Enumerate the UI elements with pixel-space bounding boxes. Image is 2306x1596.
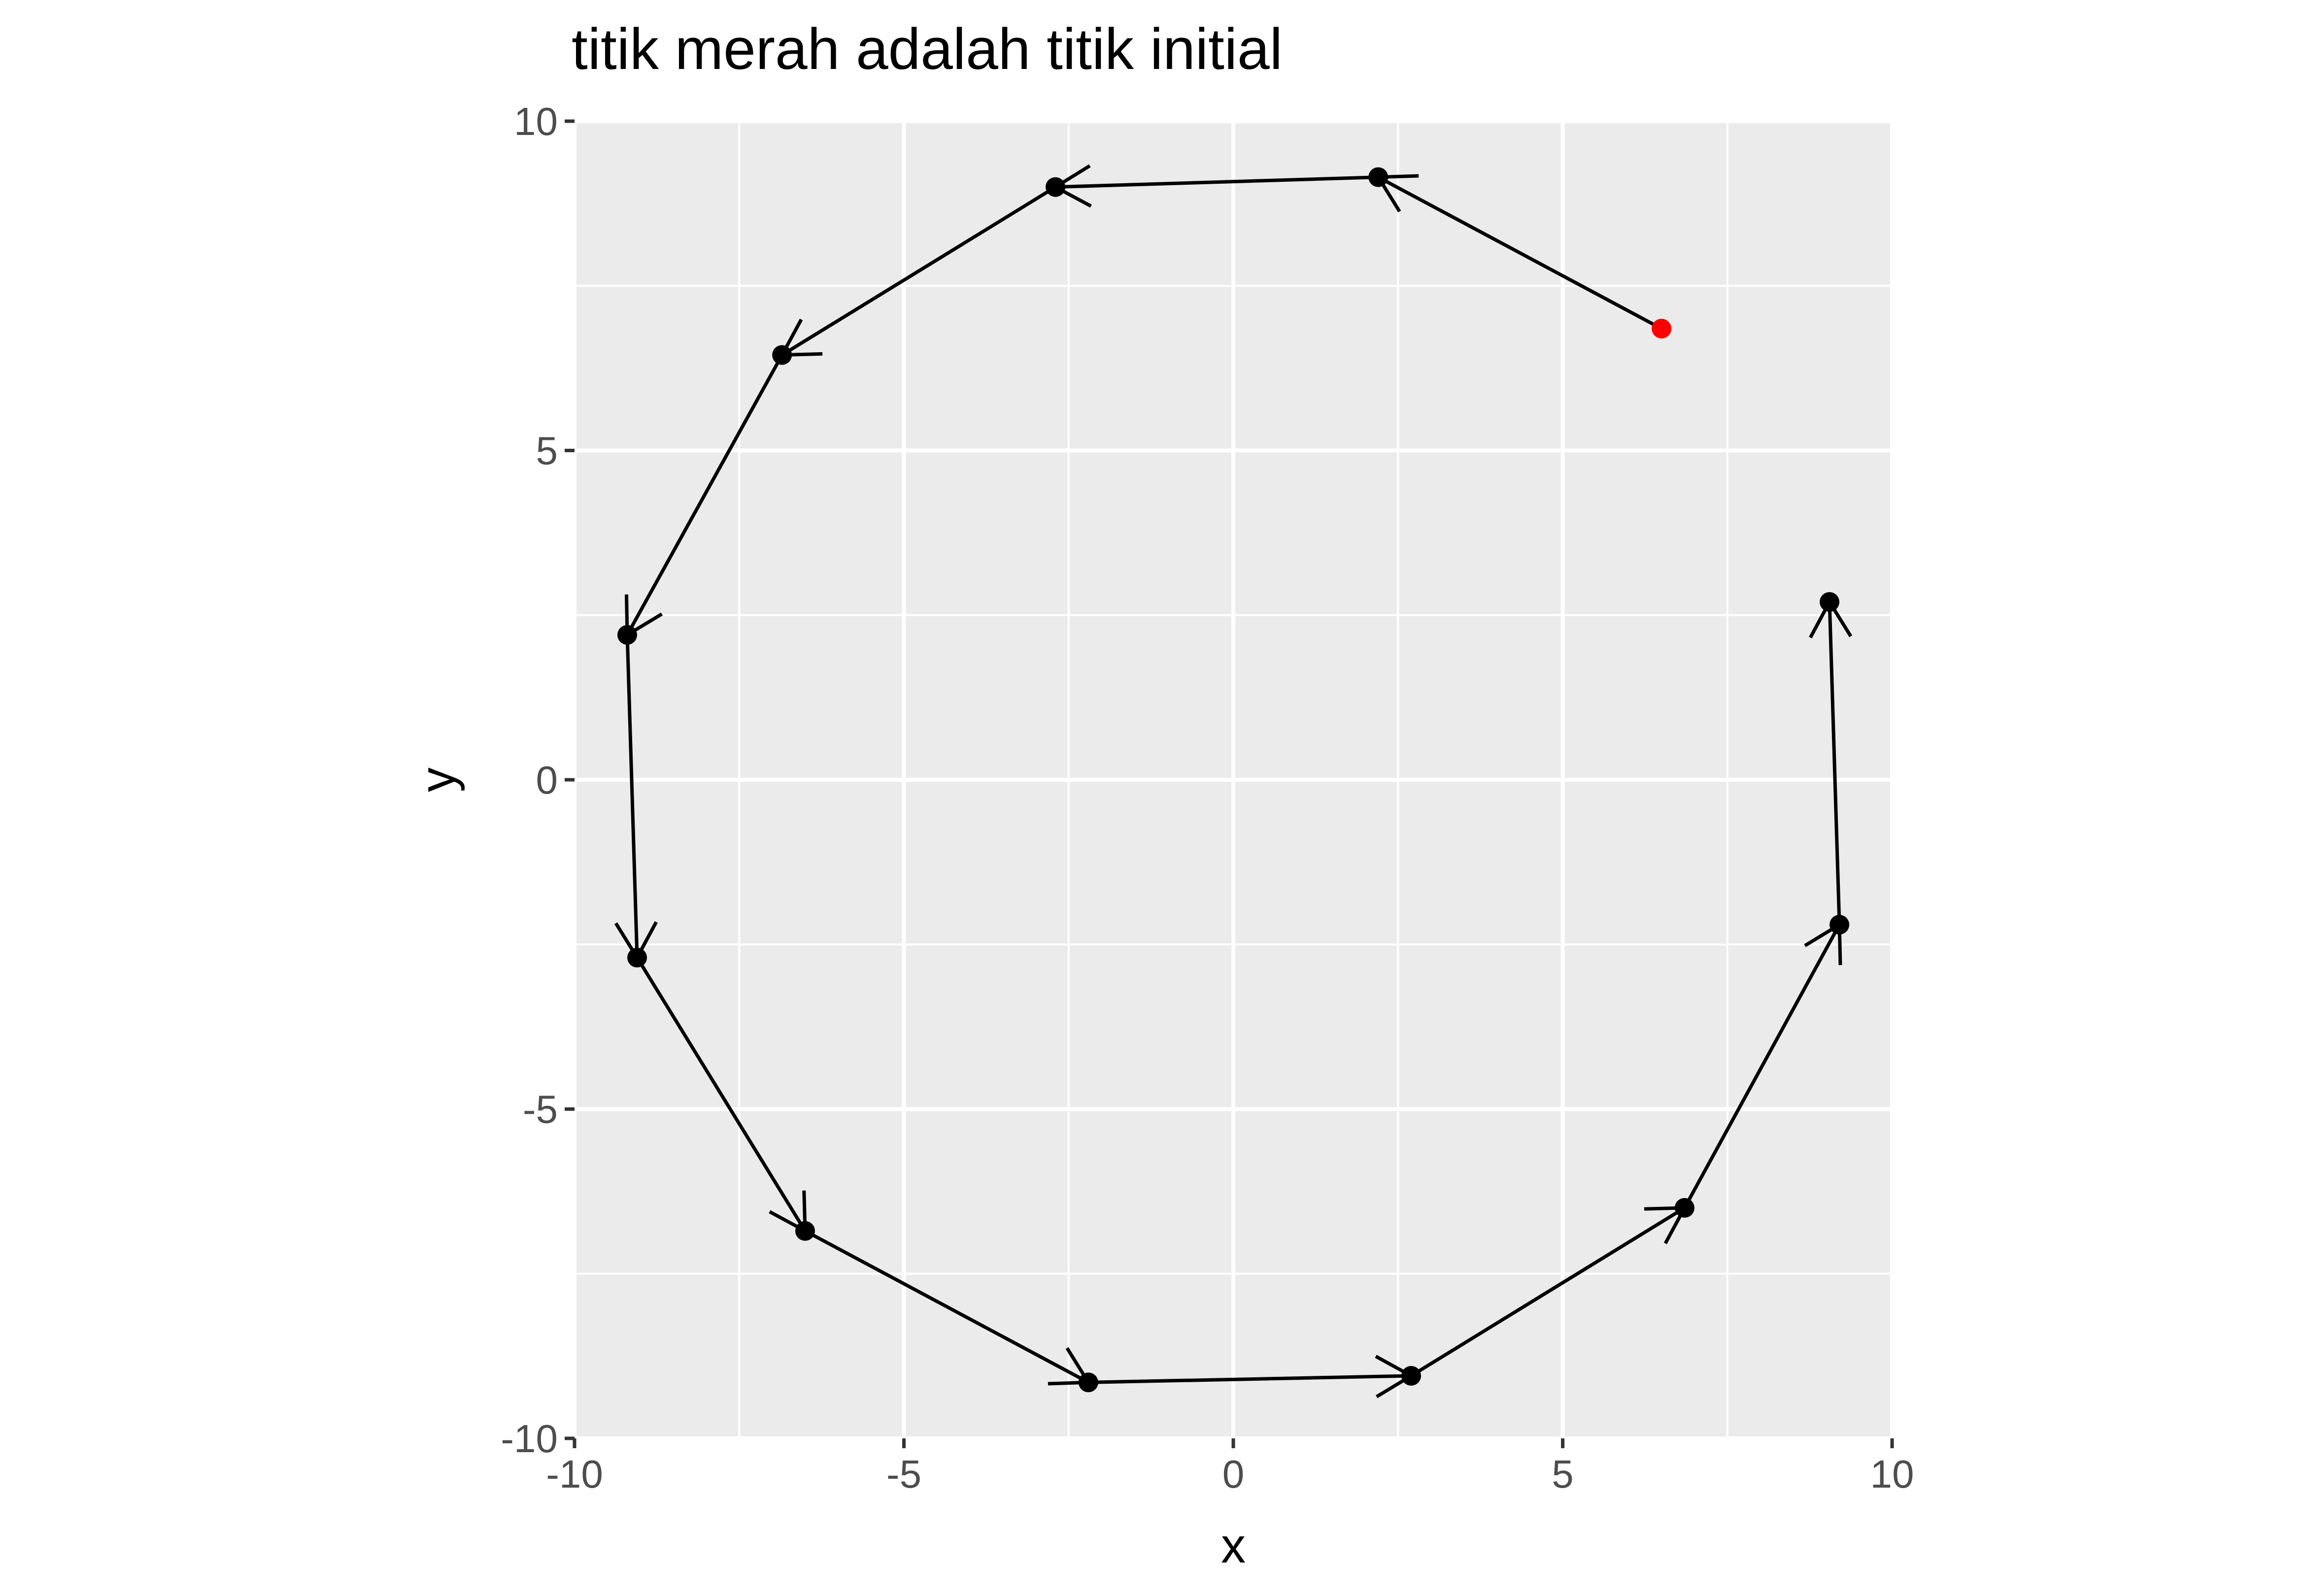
trajectory-point bbox=[627, 947, 647, 967]
x-tick-label: 0 bbox=[1222, 1452, 1245, 1496]
trajectory-point bbox=[1830, 915, 1850, 935]
y-tick-label: -10 bbox=[501, 1417, 558, 1461]
trajectory-point bbox=[772, 345, 792, 365]
x-tick-label: 10 bbox=[1870, 1452, 1914, 1496]
y-tick-label: -5 bbox=[523, 1088, 558, 1131]
y-tick-label: 5 bbox=[536, 429, 558, 473]
trajectory-point bbox=[617, 625, 637, 645]
trajectory-point bbox=[1078, 1372, 1098, 1393]
trajectory-segment bbox=[1055, 175, 1379, 189]
trajectory-segment bbox=[1683, 924, 1841, 1209]
chart-title: titik merah adalah titik initial bbox=[572, 17, 1283, 82]
trajectory-segment bbox=[1828, 601, 1841, 925]
y-axis-title: y bbox=[410, 767, 465, 792]
initial-point bbox=[1652, 319, 1672, 339]
y-tick-label: 10 bbox=[514, 100, 558, 143]
trajectory-point bbox=[795, 1221, 815, 1241]
trajectory-points bbox=[617, 167, 1850, 1393]
trajectory-segment bbox=[625, 354, 784, 636]
axes: -10 -5 0 5 10 -10 -5 0 5 10 bbox=[501, 100, 1914, 1496]
x-axis-title: x bbox=[1221, 1518, 1246, 1573]
x-tick-label: 5 bbox=[1552, 1452, 1574, 1496]
trajectory-point bbox=[1401, 1365, 1421, 1386]
trajectory-point bbox=[1674, 1198, 1695, 1218]
trajectory-segment bbox=[1088, 1374, 1412, 1384]
trajectory-segment bbox=[781, 185, 1056, 357]
trajectory-segment bbox=[1410, 1206, 1686, 1377]
trajectory-segment bbox=[804, 1229, 1089, 1384]
x-tick-label: -10 bbox=[546, 1452, 603, 1496]
trajectory-point bbox=[1819, 592, 1839, 612]
trajectory-point bbox=[1368, 167, 1389, 187]
x-tick-label: -5 bbox=[886, 1452, 921, 1496]
trajectory-segment bbox=[636, 957, 807, 1232]
trajectory-segment bbox=[1377, 175, 1662, 331]
trajectory-segment bbox=[625, 634, 639, 958]
trajectory-point bbox=[1046, 177, 1066, 197]
y-tick-label: 0 bbox=[536, 758, 558, 802]
